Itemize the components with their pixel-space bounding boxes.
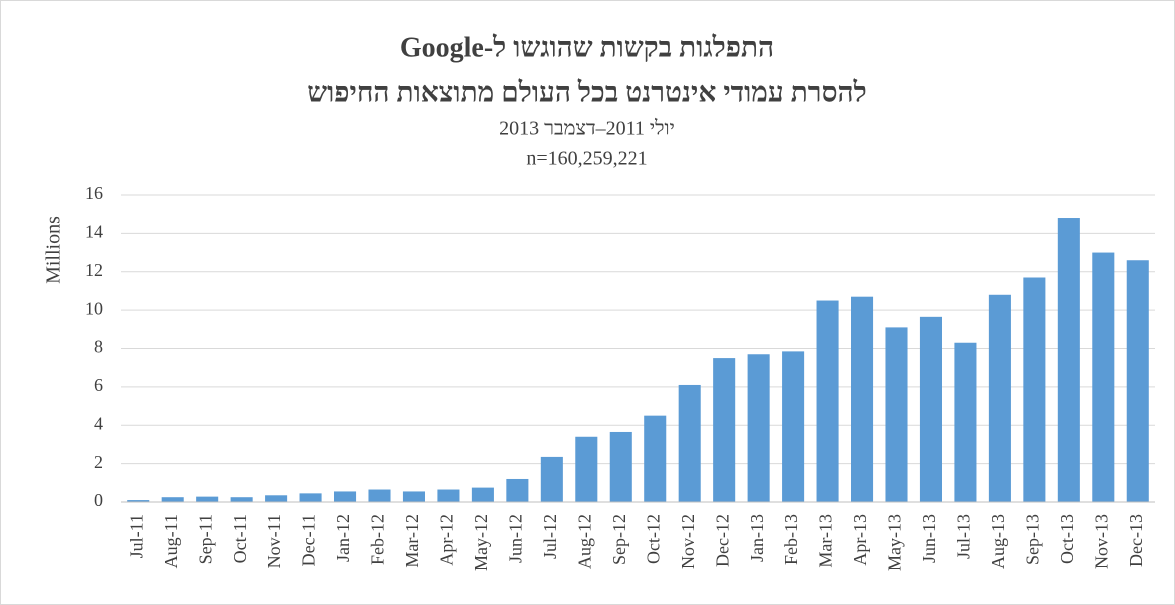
x-tick-label: Mar-12: [402, 514, 422, 568]
chart-title: התפלגות בקשות שהוגשו ל-Google: [400, 32, 774, 63]
y-tick-label: 6: [94, 375, 103, 395]
x-tick-label: Jan-13: [747, 514, 767, 562]
bar: [609, 431, 632, 502]
chart-subtitle2: n=160,259,221: [526, 148, 647, 170]
bar: [919, 316, 942, 502]
bar: [471, 487, 494, 502]
bar: [954, 342, 977, 502]
bar: [230, 497, 253, 502]
x-tick-label: Sep-12: [609, 514, 629, 565]
bar: [1023, 277, 1046, 502]
x-tick-label: Jul-12: [540, 514, 560, 559]
x-tick-label: Nov-13: [1091, 514, 1111, 569]
y-tick-label: 4: [94, 413, 103, 433]
x-tick-label: Jul-11: [126, 514, 146, 558]
bar: [885, 327, 908, 502]
x-tick-label: Aug-13: [988, 514, 1008, 569]
x-tick-label: Oct-11: [230, 514, 250, 563]
x-tick-label: Aug-12: [574, 514, 594, 569]
bar: [161, 497, 184, 502]
x-tick-label: Dec-13: [1126, 514, 1146, 567]
x-tick-label: Feb-12: [368, 514, 388, 565]
bar: [265, 495, 288, 502]
bar: [644, 415, 667, 502]
bar: [713, 358, 736, 502]
bar: [678, 384, 701, 502]
y-tick-label: 0: [94, 490, 103, 510]
x-tick-label: Jan-12: [333, 514, 353, 562]
bar: [127, 500, 150, 502]
x-tick-label: Jun-12: [505, 514, 525, 563]
bar: [437, 489, 460, 502]
y-tick-label: 2: [94, 452, 103, 472]
bar: [575, 436, 598, 502]
bar: [782, 351, 805, 502]
x-tick-label: Apr-13: [850, 514, 870, 566]
x-tick-label: Nov-11: [264, 514, 284, 568]
y-axis-label: Millions: [43, 216, 65, 284]
y-tick-label: 14: [85, 222, 103, 242]
x-tick-label: Jul-13: [954, 514, 974, 559]
y-tick-label: 10: [85, 298, 103, 318]
y-tick-label: 12: [85, 260, 103, 280]
x-tick-label: Sep-11: [195, 514, 215, 564]
x-tick-label: Aug-11: [161, 514, 181, 568]
chart-subtitle: יולי 2011–דצמבר 2013: [499, 118, 675, 140]
bar: [540, 456, 563, 502]
bar: [1126, 260, 1149, 502]
x-tick-label: May-13: [885, 514, 905, 571]
x-tick-label: Oct-12: [643, 514, 663, 564]
x-tick-label: Sep-13: [1022, 514, 1042, 565]
bar: [1092, 252, 1115, 502]
chart-title-line2: להסרת עמודי אינטרנט בכל העולם מתוצאות הח…: [307, 77, 866, 108]
bar: [506, 478, 529, 502]
bar: [988, 294, 1011, 502]
bar: [1057, 218, 1080, 502]
bar: [196, 496, 219, 502]
x-tick-label: Feb-13: [781, 514, 801, 565]
x-tick-label: Oct-13: [1057, 514, 1077, 564]
x-tick-label: May-12: [471, 514, 491, 571]
bar: [816, 300, 839, 502]
x-tick-label: Dec-11: [299, 514, 319, 566]
x-tick-label: Nov-12: [678, 514, 698, 569]
x-tick-label: Apr-12: [437, 514, 457, 566]
bar: [368, 489, 391, 502]
bar: [747, 354, 770, 502]
bar: [402, 491, 425, 502]
y-tick-label: 16: [85, 183, 103, 203]
y-tick-label: 8: [94, 337, 103, 357]
x-tick-label: Jun-13: [919, 514, 939, 563]
bar: [334, 491, 357, 502]
bar: [851, 296, 874, 502]
x-tick-label: Dec-12: [712, 514, 732, 567]
bar: [299, 493, 322, 502]
x-tick-label: Mar-13: [816, 514, 836, 568]
